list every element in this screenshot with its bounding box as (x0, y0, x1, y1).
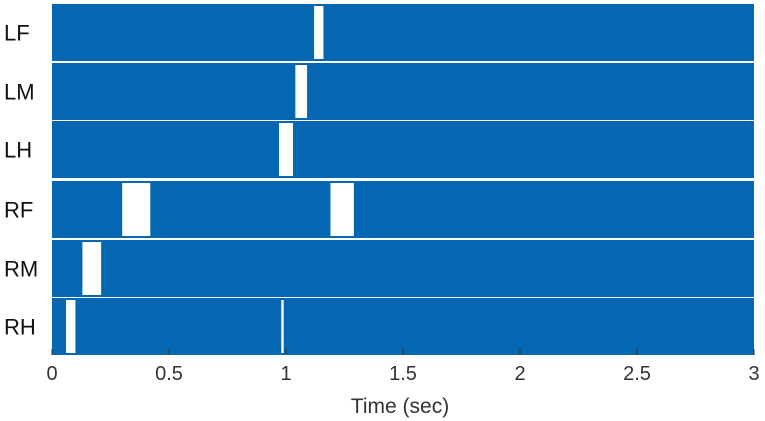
swing-gap-rf-1 (122, 183, 151, 236)
stance-bar-rf (52, 181, 754, 238)
x-tick-label-5: 2.5 (623, 363, 651, 385)
stance-bar-lf (52, 4, 754, 61)
row-label-lf: LF (4, 21, 30, 46)
stance-bar-lh (52, 121, 754, 178)
x-tick-label-6: 3 (748, 363, 759, 385)
x-axis: 0 0.5 1 1.5 2 2.5 3 (46, 349, 760, 385)
x-tick-label-0: 0 (46, 363, 57, 385)
swing-gap-rf-2 (330, 183, 354, 236)
x-axis-title: Time (sec) (351, 395, 449, 418)
row-label-lm: LM (4, 80, 35, 105)
swing-gap-lm-1 (295, 65, 308, 118)
stance-bar-rh (52, 298, 754, 355)
row-label-rm: RM (4, 257, 38, 282)
swing-gap-lf-1 (314, 6, 324, 59)
row-label-rh: RH (4, 315, 36, 340)
row-label-lh: LH (4, 138, 32, 163)
x-tick-label-2: 1 (280, 363, 291, 385)
x-tick-label-1: 0.5 (155, 363, 183, 385)
stance-bar-lm (52, 63, 754, 120)
swing-gap-rh-2 (281, 300, 284, 353)
swing-gap-rh-1 (66, 300, 76, 353)
swing-gap-rm-1 (82, 242, 102, 295)
row-group (52, 4, 754, 355)
row-labels: LF LM LH RF RM RH (4, 21, 38, 340)
stance-bar-rm (52, 240, 754, 297)
x-tick-label-3: 1.5 (389, 363, 417, 385)
x-tick-label-4: 2 (514, 363, 525, 385)
swing-gap-lh-1 (278, 123, 294, 176)
row-label-rf: RF (4, 198, 33, 223)
